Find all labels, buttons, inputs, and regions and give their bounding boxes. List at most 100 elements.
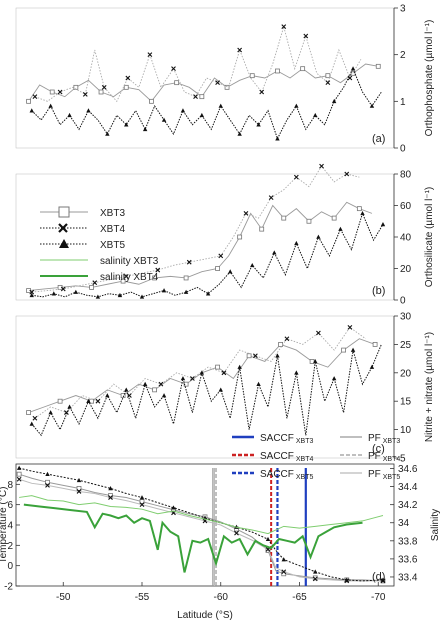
panel-d-point-xbt5: [108, 486, 113, 491]
panel-d-ytick-label: 8: [7, 480, 13, 491]
panel-c-point-xbt3: [215, 364, 221, 370]
panel-c-series-xbt5: [31, 344, 382, 437]
front-legend-label: PF XBT4: [368, 451, 400, 463]
panel-a-point-xbt5: [275, 136, 280, 141]
panel-a-point-xbt3: [275, 68, 280, 74]
panel-d-y2tick-label: 34.2: [398, 500, 418, 511]
panel-d-point-xbt4: [16, 476, 22, 482]
front-legend-label: PF XBT5: [368, 469, 400, 481]
panel-a-point-xbt5: [199, 112, 205, 118]
legend-label: XBT4: [100, 224, 125, 235]
panel-d-point-xbt5: [45, 471, 50, 476]
panel-a-label: (a): [372, 133, 385, 145]
panel-b-point-xbt4: [293, 174, 299, 180]
panel-a-point-xbt4: [237, 47, 243, 53]
panel-c-point-xbt3: [372, 341, 378, 347]
legend-label: XBT5: [100, 240, 125, 251]
panel-a-point-xbt4: [193, 94, 198, 100]
panel-b-series-xbt3: [28, 201, 373, 291]
panel-d-ylabel2: Salinity: [430, 509, 441, 541]
panel-b-point-xbt4: [243, 210, 249, 216]
panel-a-tick-label: 2: [400, 50, 406, 61]
panel-a-point-xbt4: [125, 75, 131, 81]
panel-c-point-xbt5: [86, 398, 91, 403]
panel-d-point-xbt4: [139, 502, 145, 508]
panel-d-y2tick-label: 33.6: [398, 554, 418, 565]
panel-b-point-xbt5: [338, 226, 343, 231]
panel-c-point-xbt5: [294, 370, 299, 375]
panel-c-tick-label: 10: [400, 425, 412, 436]
panel-d-series-salinity-xbt3: [19, 495, 384, 535]
panel-d-point-xbt5: [313, 569, 318, 574]
panel-b-point-xbt5: [205, 291, 211, 296]
front-legend-label: SACCF XBT4: [260, 451, 313, 463]
panel-b-tick-label: 20: [400, 264, 412, 275]
panel-d-ytick-label: -2: [4, 582, 13, 593]
front-legend-label: PF XBT3: [368, 433, 400, 445]
panel-b-point-xbt3: [183, 275, 189, 281]
panel-d-point-xbt4: [76, 489, 82, 494]
panel-b-point-xbt3: [215, 266, 221, 271]
panel-a-point-xbt4: [325, 80, 331, 86]
panel-c-point-xbt4: [32, 415, 38, 421]
panel-a-point-xbt4: [171, 66, 176, 72]
panel-a-point-xbt3: [49, 89, 55, 95]
front-legend-label: SACCF XBT5: [260, 469, 313, 481]
panel-b-point-xbt5: [51, 291, 56, 296]
panel-b-point-xbt5: [29, 292, 34, 298]
panel-a-tick-label: 0: [400, 144, 406, 155]
panel-d-point-xbt3: [76, 485, 82, 491]
panel-a-point-xbt4: [57, 89, 63, 95]
panel-c-point-xbt3: [26, 410, 32, 415]
panel-d-ytick-label: 0: [7, 561, 13, 572]
panel-a-point-xbt5: [86, 108, 91, 113]
panel-d-point-xbt4: [312, 576, 318, 582]
panel-c-frame: [15, 315, 395, 459]
panel-a-point-xbt3: [300, 66, 306, 72]
panel-d-ytick-label: 6: [7, 500, 13, 511]
panel-a-point-xbt3: [149, 98, 154, 104]
panel-d-y2tick-label: 34.6: [398, 464, 418, 475]
panel-d-y2tick-label: 33.4: [398, 572, 418, 583]
legend-marker-triangle: [59, 239, 69, 248]
panel-c-point-xbt4: [347, 324, 353, 330]
panel-b-point-xbt5: [360, 210, 365, 216]
panel-a-point-xbt5: [161, 117, 167, 122]
panel-d-xtick-label: -65: [292, 592, 307, 603]
panel-c-point-xbt4: [127, 393, 132, 398]
panel-a-series-xbt5: [31, 67, 382, 140]
panel-d-point-xbt4: [45, 482, 50, 488]
panel-d-y2tick-label: 34: [398, 518, 410, 529]
panel-b-tick-label: 0: [400, 296, 406, 307]
panel-b-point-xbt4: [344, 171, 350, 177]
panel-b-point-xbt5: [380, 222, 386, 227]
panel-b-ylabel: Orthosilicate (µmol l⁻¹): [424, 187, 435, 288]
panel-c-point-xbt5: [218, 387, 223, 392]
panel-d-point-xbt3: [312, 575, 318, 581]
panel-a-point-xbt5: [48, 103, 53, 108]
panel-a-point-xbt3: [249, 73, 255, 79]
panel-c-point-xbt3: [341, 347, 347, 353]
panel-c-point-xbt5: [105, 393, 110, 398]
panel-c-point-xbt3: [57, 398, 63, 404]
panel-c-point-xbt5: [256, 381, 261, 386]
legend-label: salinity XBT4: [100, 272, 159, 283]
panel-a-point-xbt5: [29, 108, 34, 113]
panel-d-y2tick-label: 33.8: [398, 536, 418, 547]
panel-b-point-xbt3: [120, 278, 126, 284]
panel-b-frame: [15, 173, 395, 301]
panel-d-ytick-label: 2: [7, 541, 13, 552]
panel-a-point-xbt5: [67, 112, 72, 118]
panel-a-point-xbt4: [32, 94, 38, 100]
panel-b-point-xbt5: [161, 288, 167, 293]
panel-b-point-xbt3: [356, 206, 362, 212]
panel-c-point-xbt5: [369, 364, 375, 369]
panel-a-point-xbt4: [82, 91, 88, 97]
panel-b-point-xbt5: [272, 250, 277, 255]
panel-c-tick-label: 25: [400, 340, 412, 351]
panel-d-point-xbt3: [139, 499, 145, 505]
panel-b-point-xbt3: [259, 226, 265, 232]
panel-c-point-xbt5: [142, 381, 148, 386]
panel-a-point-xbt3: [375, 63, 381, 69]
legend-marker-cross: [58, 223, 68, 233]
